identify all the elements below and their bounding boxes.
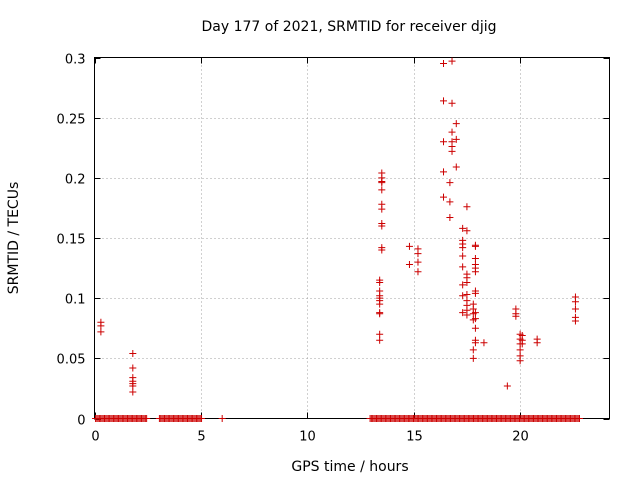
data-point <box>414 259 421 266</box>
data-point <box>414 268 421 275</box>
data-point <box>378 179 385 186</box>
data-point <box>440 138 447 145</box>
data-point <box>440 194 447 201</box>
data-point <box>480 339 487 346</box>
y-tick-label: 0.05 <box>57 353 86 368</box>
y-axis-label: SRMTID / TECUs <box>6 182 22 295</box>
data-point <box>459 263 466 270</box>
data-point <box>97 328 104 335</box>
data-point <box>129 364 136 371</box>
chart: Day 177 of 2021, SRMTID for receiver dji… <box>0 0 640 480</box>
data-point <box>406 261 413 268</box>
data-point <box>440 60 447 67</box>
y-tick-label: 0.15 <box>57 233 86 248</box>
y-tick-label: 0.1 <box>65 293 86 308</box>
x-tick-label: 10 <box>299 430 316 445</box>
data-point <box>376 331 383 338</box>
data-point <box>504 383 511 390</box>
data-point <box>414 250 421 257</box>
x-tick-label: 5 <box>197 430 205 445</box>
data-point <box>534 339 541 346</box>
data-point <box>376 301 383 308</box>
data-point <box>446 198 453 205</box>
y-tick-label: 0.25 <box>57 113 86 128</box>
data-point <box>219 415 226 422</box>
data-point <box>449 148 456 155</box>
data-point <box>449 100 456 107</box>
data-point <box>376 337 383 344</box>
x-tick-label: 15 <box>406 430 423 445</box>
data-point <box>440 97 447 104</box>
data-point <box>463 203 470 210</box>
plot-frame <box>95 58 610 419</box>
data-point <box>376 310 383 317</box>
data-point <box>453 164 460 171</box>
data-point <box>446 179 453 186</box>
data-point <box>472 268 479 275</box>
data-point <box>459 253 466 260</box>
y-tick-label: 0.3 <box>65 53 86 68</box>
data-point <box>572 305 579 312</box>
grid <box>95 58 610 419</box>
data-point <box>446 214 453 221</box>
data-point <box>472 255 479 262</box>
chart-title: Day 177 of 2021, SRMTID for receiver dji… <box>202 19 497 35</box>
data-point <box>449 58 456 65</box>
data-point <box>440 168 447 175</box>
data-point <box>572 298 579 305</box>
data-point <box>129 389 136 396</box>
data-point <box>470 355 477 362</box>
data-marks <box>92 58 583 422</box>
data-point <box>517 346 524 353</box>
data-point <box>378 186 385 193</box>
data-point <box>129 350 136 357</box>
data-point <box>572 318 579 325</box>
data-point <box>470 346 477 353</box>
data-point <box>472 325 479 332</box>
data-point <box>406 243 413 250</box>
axis-ticks: 0 5 10 15 20 0 0.05 0.1 0.15 0.2 0.25 0.3 <box>57 53 610 445</box>
x-tick-label: 20 <box>512 430 529 445</box>
x-axis-label: GPS time / hours <box>291 459 408 475</box>
x-tick-label: 0 <box>91 430 99 445</box>
data-point <box>97 322 104 329</box>
data-point <box>378 206 385 213</box>
y-tick-label: 0 <box>77 414 85 429</box>
data-point <box>472 243 479 250</box>
data-point <box>459 244 466 251</box>
data-point <box>453 120 460 127</box>
data-point <box>449 129 456 136</box>
data-point <box>463 291 470 298</box>
data-point <box>459 292 466 299</box>
y-tick-label: 0.2 <box>65 173 86 188</box>
